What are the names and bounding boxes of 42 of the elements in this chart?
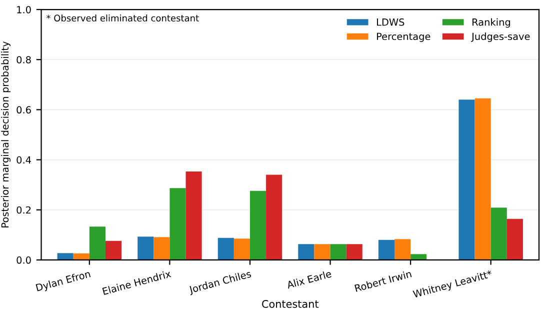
x-tick-label: Dylan Efron bbox=[36, 270, 92, 294]
bar bbox=[170, 188, 186, 260]
x-tick-label: Whitney Leavitt* bbox=[412, 270, 493, 300]
y-tick-label: 0.0 bbox=[16, 256, 31, 264]
annotation: * Observed eliminated contestant bbox=[46, 14, 199, 22]
bar bbox=[266, 174, 282, 260]
bar bbox=[314, 244, 330, 260]
x-tick-label: Jordan Chiles bbox=[188, 270, 252, 296]
bar bbox=[506, 218, 523, 260]
bar bbox=[218, 238, 234, 260]
legend-label: Ranking bbox=[472, 18, 510, 28]
bar bbox=[378, 240, 394, 260]
bar bbox=[57, 253, 74, 260]
bar bbox=[394, 239, 411, 260]
legend-label: LDWS bbox=[377, 18, 404, 26]
bar bbox=[298, 244, 314, 260]
bar bbox=[250, 190, 266, 260]
bar bbox=[89, 226, 106, 260]
bar bbox=[458, 100, 475, 260]
y-tick-label: 0.8 bbox=[16, 56, 31, 64]
y-tick-label: 0.2 bbox=[16, 206, 31, 214]
bar bbox=[73, 253, 90, 260]
y-tick-label: 0.4 bbox=[16, 156, 31, 164]
y-tick-label: 1.0 bbox=[17, 6, 31, 14]
x-tick-label: Robert Irwin bbox=[354, 270, 412, 292]
y-tick-label: 0.6 bbox=[16, 106, 31, 114]
legend-label: Judges-save bbox=[471, 32, 530, 42]
x-tick-label: Alix Earle bbox=[286, 270, 332, 289]
x-axis-title: Contestant bbox=[262, 300, 319, 308]
bar bbox=[346, 244, 362, 260]
x-tick-label: Elaine Hendrix bbox=[102, 270, 172, 296]
legend-label: Percentage bbox=[377, 32, 430, 42]
bar bbox=[234, 238, 250, 260]
bar bbox=[186, 172, 202, 260]
bar bbox=[490, 208, 507, 260]
bar bbox=[138, 236, 154, 260]
bar bbox=[474, 98, 491, 260]
bar bbox=[410, 254, 427, 260]
bar bbox=[330, 244, 346, 260]
bar bbox=[105, 240, 122, 260]
bar bbox=[154, 237, 170, 260]
y-axis-title: Posterior marginal decision probability bbox=[1, 41, 11, 228]
